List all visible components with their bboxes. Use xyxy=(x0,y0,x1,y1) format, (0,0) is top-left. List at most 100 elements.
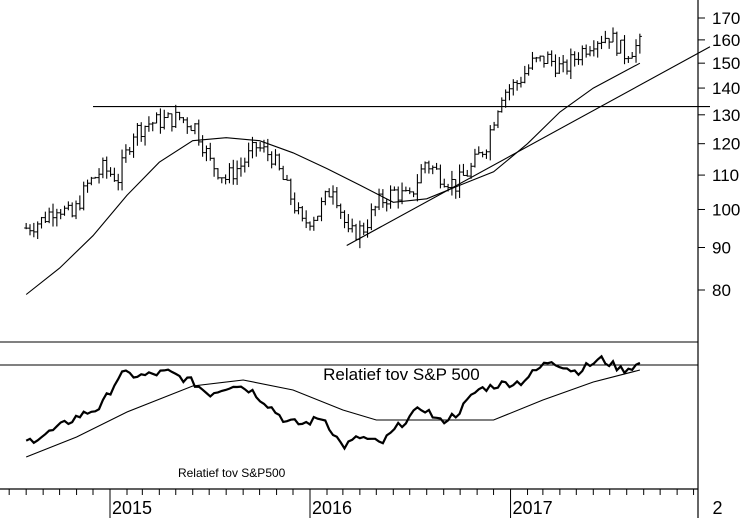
price-bar-2014-09-26 xyxy=(54,208,59,227)
price-bar-2016-11-11 xyxy=(480,151,485,158)
price-axis-ticks: 80 90 100 110 120 130 140 150 160 170 xyxy=(698,9,740,300)
rs-average-line xyxy=(25,369,641,458)
price-bar-2015-01-23 xyxy=(120,149,125,191)
price-bar-2015-11-20 xyxy=(284,174,289,181)
price-bar-2016-12-30 xyxy=(507,84,512,101)
price-bar-2014-08-15 xyxy=(31,222,36,238)
price-bar-2017-07-28 xyxy=(622,35,627,65)
price-tick-170: 170 xyxy=(698,9,740,28)
moving-average-line xyxy=(25,62,641,295)
price-tick-label: 80 xyxy=(712,281,731,300)
price-tick-160: 160 xyxy=(698,31,740,50)
price-bar-2017-08-04 xyxy=(626,55,631,63)
price-bar-2016-10-07 xyxy=(461,163,466,176)
price-tick-label: 120 xyxy=(712,135,740,154)
price-tick-label: 170 xyxy=(712,9,740,28)
price-bar-2016-12-09 xyxy=(495,110,500,129)
price-bar-2017-05-19 xyxy=(584,44,589,58)
price-bar-2015-10-16 xyxy=(265,138,270,162)
price-bar-2016-07-22 xyxy=(419,164,424,184)
price-bar-2016-04-08 xyxy=(361,222,366,235)
price-bar-2015-03-13 xyxy=(146,116,151,132)
price-bar-2015-10-23 xyxy=(269,151,274,169)
price-tick-130: 130 xyxy=(698,106,740,125)
price-bar-2016-03-18 xyxy=(350,218,355,233)
price-bar-2016-04-29 xyxy=(373,205,378,217)
price-bar-2017-02-17 xyxy=(534,56,539,63)
price-bar-2017-03-17 xyxy=(549,50,554,67)
price-tick-150: 150 xyxy=(698,54,740,73)
price-bar-2015-07-03 xyxy=(208,142,213,161)
price-bar-2015-12-18 xyxy=(300,206,305,222)
price-bar-2017-01-13 xyxy=(515,80,520,91)
price-bar-2017-02-24 xyxy=(538,55,543,62)
price-bar-2014-08-22 xyxy=(35,221,40,240)
price-bar-2016-02-26 xyxy=(338,203,343,219)
price-bar-2015-05-01 xyxy=(173,104,178,128)
price-bar-2015-12-25 xyxy=(304,210,309,229)
price-bar-2015-08-14 xyxy=(231,159,236,185)
price-bar-2017-07-21 xyxy=(618,39,623,54)
price-tick-100: 100 xyxy=(698,200,740,219)
price-bar-2015-06-05 xyxy=(192,123,197,135)
price-bar-2015-04-24 xyxy=(169,113,174,132)
price-bar-2016-12-23 xyxy=(503,89,508,108)
price-bar-2017-01-27 xyxy=(522,65,527,84)
price-bar-2015-06-26 xyxy=(204,145,209,162)
price-bar-2016-09-23 xyxy=(453,178,458,199)
price-tick-140: 140 xyxy=(698,79,740,98)
price-bar-2016-10-14 xyxy=(465,169,470,177)
price-bar-2016-12-16 xyxy=(499,97,504,113)
price-bar-2016-06-17 xyxy=(400,182,405,205)
price-tick-110: 110 xyxy=(698,166,739,185)
price-bar-2015-10-30 xyxy=(273,149,278,166)
price-bar-2015-05-22 xyxy=(185,117,190,134)
price-bar-2017-08-11 xyxy=(630,52,635,59)
price-bar-2015-03-20 xyxy=(150,121,155,132)
price-bar-2014-12-26 xyxy=(104,156,109,179)
price-tick-label: 90 xyxy=(712,238,731,257)
price-bar-2015-08-21 xyxy=(235,160,240,185)
price-bar-2015-05-29 xyxy=(189,125,194,132)
price-bar-2015-10-02 xyxy=(258,141,263,152)
price-bar-2017-07-07 xyxy=(611,27,616,43)
price-bar-2016-09-02 xyxy=(442,178,447,188)
price-bar-2015-04-17 xyxy=(166,112,171,119)
price-bar-2015-04-03 xyxy=(158,108,163,134)
price-bar-2015-09-11 xyxy=(246,142,251,168)
price-bar-2017-01-20 xyxy=(518,76,523,88)
year-label-2016: 2016 xyxy=(312,498,352,518)
price-tick-label: 130 xyxy=(712,106,740,125)
price-bar-2016-11-25 xyxy=(488,125,493,161)
price-bar-2015-03-27 xyxy=(154,112,159,124)
price-panel: 80 90 100 110 120 130 140 150 160 170 xyxy=(24,0,740,518)
price-tick-label: 100 xyxy=(712,200,740,219)
price-tick-label: 150 xyxy=(712,54,740,73)
price-bar-2014-10-17 xyxy=(66,201,71,211)
price-bar-2014-10-10 xyxy=(62,205,67,216)
price-bar-2015-06-12 xyxy=(196,119,201,146)
price-bar-2016-02-05 xyxy=(327,188,332,198)
price-bar-2016-08-05 xyxy=(426,160,431,174)
rs-line xyxy=(25,354,641,451)
price-bar-2016-10-21 xyxy=(469,162,474,179)
price-bar-2016-01-08 xyxy=(311,216,316,231)
price-bar-2014-11-14 xyxy=(81,181,86,211)
price-bar-2014-10-31 xyxy=(74,200,79,220)
price-tick-label: 160 xyxy=(712,31,740,50)
price-bar-2015-01-02 xyxy=(108,167,113,177)
price-bar-2015-11-27 xyxy=(288,178,293,206)
price-bar-2015-12-11 xyxy=(296,202,301,215)
price-bar-2016-05-06 xyxy=(377,188,382,211)
price-bar-2015-02-20 xyxy=(135,123,140,146)
price-bar-2014-11-28 xyxy=(89,176,94,186)
price-bar-2015-07-31 xyxy=(223,174,228,185)
price-bar-2016-02-12 xyxy=(331,185,336,205)
price-bar-2014-08-01 xyxy=(24,222,29,230)
price-bar-2014-12-19 xyxy=(100,157,105,179)
price-bar-2017-06-23 xyxy=(603,30,608,44)
rs-label: Relatief tov S&P 500 xyxy=(323,365,480,384)
price-bar-2016-03-04 xyxy=(342,210,347,229)
price-bar-2015-04-10 xyxy=(162,109,167,130)
price-bar-2017-03-03 xyxy=(541,55,546,68)
